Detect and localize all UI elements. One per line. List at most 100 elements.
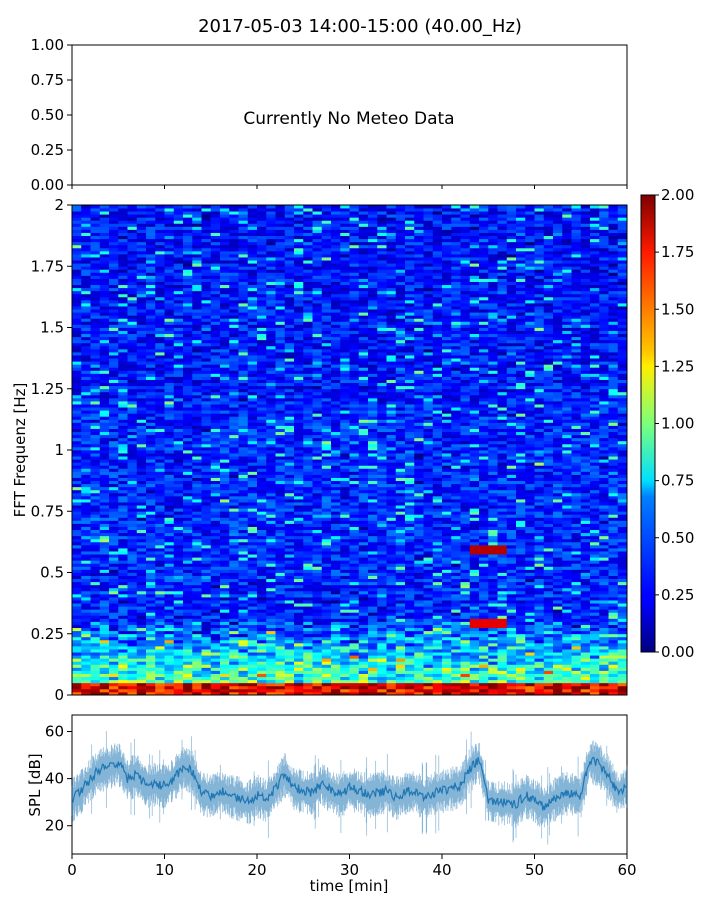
spectrogram-cell (608, 691, 619, 696)
spectrogram-cell (173, 673, 184, 678)
spectrogram-cell (543, 636, 554, 641)
spectrogram-cell (257, 624, 267, 629)
spectrogram-cell (257, 480, 267, 485)
spectrogram-cell (266, 508, 276, 512)
spectrogram-cell (497, 440, 508, 445)
spectrogram-cell (423, 502, 434, 506)
spectrogram-cell (442, 474, 452, 478)
spectrogram-cell (451, 541, 461, 546)
spectrogram-cell (469, 468, 480, 472)
spectrogram-cell (155, 578, 165, 583)
spectrogram-cell (571, 462, 582, 466)
spectrogram-cell (516, 443, 526, 448)
spectrogram-cell (192, 642, 202, 647)
spectrogram-cell (118, 511, 128, 515)
spectrogram-cell (312, 575, 323, 580)
spectrogram-cell (99, 646, 110, 650)
spectrogram-cell (506, 618, 517, 622)
spectrogram-cell (155, 603, 165, 607)
spectrogram-cell (275, 560, 286, 564)
spectrogram-cell (506, 572, 517, 576)
spectrogram-cell (543, 676, 554, 681)
spectrogram-cell (146, 548, 156, 552)
spectrogram-cell (72, 633, 82, 638)
spectrogram-cell (571, 569, 582, 573)
spectrogram-cell (451, 440, 461, 445)
spectrogram-cell (247, 621, 258, 625)
spectrogram-cell (479, 646, 489, 650)
spectrogram-cell (479, 443, 489, 448)
spectrogram-cell (118, 633, 128, 638)
spectrogram-cell (155, 538, 165, 543)
spectrogram-cell (183, 557, 193, 561)
spectrogram-cell (220, 575, 230, 580)
spectrogram-cell (580, 474, 591, 478)
spectrogram-cell (266, 682, 276, 687)
spectrogram-cell (99, 658, 110, 662)
spectrogram-cell (414, 560, 424, 564)
spectrogram-cell (488, 453, 498, 457)
spectrogram-cell (506, 670, 517, 674)
spectrogram-cell (164, 465, 175, 469)
spectrogram-cell (525, 691, 535, 696)
spectrogram-cell (479, 520, 489, 524)
spectrogram-cell (257, 633, 267, 638)
spectrogram-cell (90, 679, 101, 684)
spectrogram-cell (136, 514, 147, 518)
spectrogram-cell (377, 618, 387, 622)
spectrogram-cell (275, 584, 286, 589)
spectrogram-cell (331, 526, 341, 531)
spectrogram-cell (617, 618, 628, 622)
spectrogram-cell (460, 618, 471, 622)
spectrogram-cell (183, 459, 193, 463)
spectrogram-cell (516, 477, 526, 482)
spectrogram-cell (414, 572, 424, 576)
spectrogram-cell (395, 560, 406, 564)
spectrogram-cell (506, 584, 517, 589)
spectrogram-cell (312, 655, 323, 659)
spectrogram-cell (497, 560, 508, 564)
spectrogram-cell (238, 551, 249, 555)
spectrogram-cell (590, 480, 600, 485)
spectrogram-cell (543, 652, 554, 656)
spectrogram-cell (599, 633, 609, 638)
spectrogram-cell (460, 502, 471, 506)
spectrogram-cell (81, 566, 91, 570)
spectrogram-cell (238, 649, 249, 653)
spectrogram-cell (460, 551, 471, 555)
spectrogram-cell (266, 446, 276, 451)
spectrogram-cell (146, 649, 156, 653)
spectrogram-cell (90, 615, 101, 619)
spectrogram-cell (414, 450, 424, 454)
spectrogram-cell (543, 658, 554, 662)
spectrogram-cell (516, 557, 526, 561)
spectrogram-cell (571, 468, 582, 472)
spectrogram-cell (266, 554, 276, 558)
spectrogram-cell (284, 633, 295, 638)
spectrogram-cell (479, 489, 489, 494)
spectrogram-cell (479, 566, 489, 570)
spectrogram-cell (525, 646, 535, 650)
spectrogram-cell (516, 529, 526, 534)
spectrogram-cell (571, 581, 582, 586)
spectrogram-cell (571, 453, 582, 457)
spectrogram-cell (173, 511, 184, 515)
spectrogram-cell (516, 450, 526, 454)
spectrogram-cell (608, 566, 619, 570)
spectrogram-cell (553, 572, 563, 576)
spectrogram-cell (192, 600, 202, 604)
spectrogram-cell (312, 517, 323, 521)
spectrogram-cell (479, 569, 489, 573)
spectrogram-cell (183, 520, 193, 524)
spectrogram-cell (210, 495, 221, 500)
spectrogram-cell (460, 578, 471, 583)
spectrogram-cell (81, 673, 91, 678)
spectrogram-cell (516, 618, 526, 622)
spectrogram-cell (173, 557, 184, 561)
spectrogram-cell (571, 474, 582, 478)
spectrogram-cell (432, 450, 443, 454)
spectrogram-cell (599, 560, 609, 564)
spectrogram-cell (590, 584, 600, 589)
spectrogram-cell (192, 597, 202, 601)
spectrogram-cell (81, 453, 91, 457)
